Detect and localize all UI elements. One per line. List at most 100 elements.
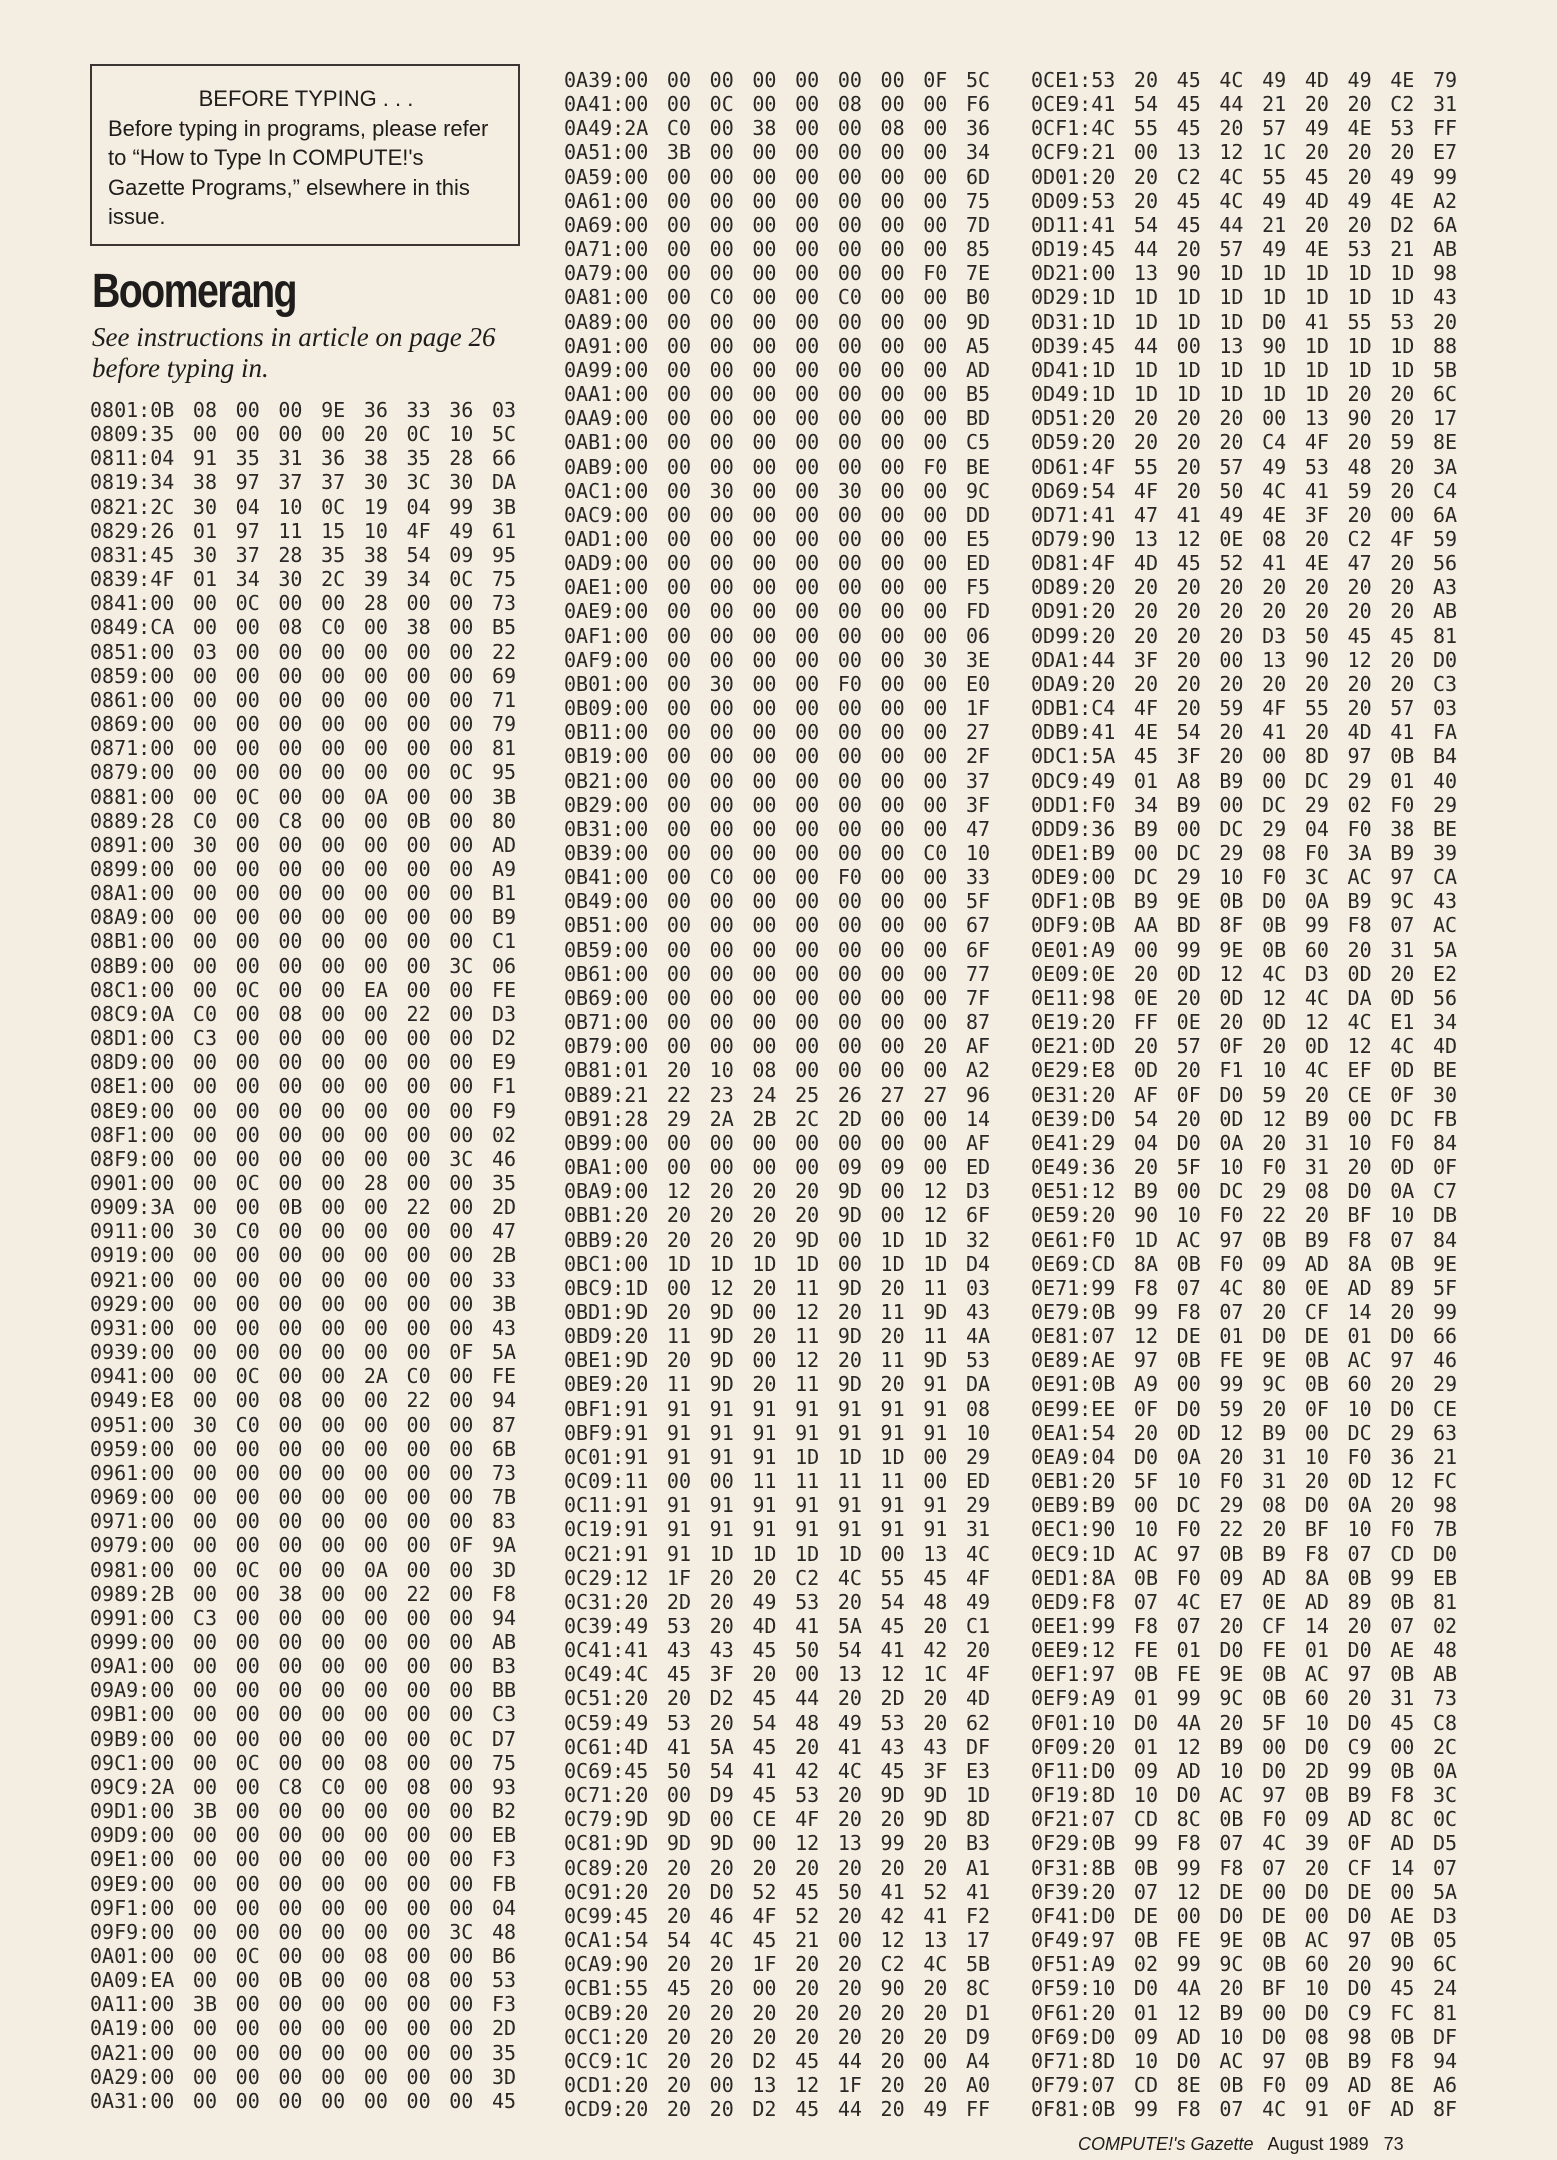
listing-line: 08A9:00 00 00 00 00 00 00 00 B9 [90,905,517,930]
listing-line: 0F39:20 07 12 DE 00 D0 DE 00 5A [1031,1879,1458,1904]
listing-line: 0F71:8D 10 D0 AC 97 0B B9 F8 94 [1031,2048,1458,2073]
listing-line: 0AA1:00 00 00 00 00 00 00 00 B5 [564,382,991,407]
listing-line: 0BE1:9D 20 9D 00 12 20 11 9D 53 [564,1348,991,1373]
listing-line: 0EE9:12 FE 01 D0 FE 01 D0 AE 48 [1031,1638,1458,1663]
listing-line: 0921:00 00 00 00 00 00 00 00 33 [90,1267,517,1292]
listing-line: 0EF1:97 0B FE 9E 0B AC 97 0B AB [1031,1662,1458,1687]
listing-line: 0B69:00 00 00 00 00 00 00 00 7F [564,985,991,1010]
listing-line: 0811:04 91 35 31 36 38 35 28 66 [90,446,517,471]
listing-line: 0939:00 00 00 00 00 00 00 0F 5A [90,1340,517,1365]
listing-line: 08B9:00 00 00 00 00 00 00 3C 06 [90,953,517,978]
listing-line: 0F81:0B 99 F8 07 4C 91 0F AD 8F [1031,2097,1458,2122]
listing-line: 0951:00 30 C0 00 00 00 00 00 87 [90,1412,517,1437]
listing-line: 0C71:20 00 D9 45 53 20 9D 9D 1D [564,1783,991,1808]
listing-line: 0EB1:20 5F 10 F0 31 20 0D 12 FC [1031,1469,1458,1494]
page-footer: COMPUTE!'s Gazette August 1989 73 [1078,2134,1404,2155]
listing-line: 0DB1:C4 4F 20 59 4F 55 20 57 03 [1031,696,1458,721]
listing-line: 0CB9:20 20 20 20 20 20 20 20 D1 [564,2000,991,2025]
listing-line: 09A1:00 00 00 00 00 00 00 00 B3 [90,1654,517,1679]
listing-line: 0A81:00 00 C0 00 00 C0 00 00 B0 [564,285,991,310]
listing-line: 0DC1:5A 45 3F 20 00 8D 97 0B B4 [1031,744,1458,769]
listing-line: 0AB1:00 00 00 00 00 00 00 00 C5 [564,430,991,455]
listing-line: 08F1:00 00 00 00 00 00 00 00 02 [90,1122,517,1147]
listing-line: 0C39:49 53 20 4D 41 5A 45 20 C1 [564,1614,991,1638]
listing-line: 0859:00 00 00 00 00 00 00 00 69 [90,663,517,688]
listing-line: 0D91:20 20 20 20 20 20 20 20 AB [1031,599,1458,624]
listing-line: 0BB1:20 20 20 20 20 9D 00 12 6F [564,1203,991,1228]
listing-line: 0C41:41 43 43 45 50 54 41 42 20 [564,1638,991,1663]
listing-line: 0809:35 00 00 00 00 20 0C 10 5C [90,422,517,447]
listing-line: 0AD9:00 00 00 00 00 00 00 00 ED [564,551,991,576]
listing-line: 0EC9:1D AC 97 0B B9 F8 07 CD D0 [1031,1541,1458,1566]
listing-line: 0E69:CD 8A 0B F0 09 AD 8A 0B 9E [1031,1251,1458,1276]
listing-line: 0E01:A9 00 99 9E 0B 60 20 31 5A [1031,937,1458,962]
listing-line: 0801:0B 08 00 00 9E 36 33 36 03 [90,398,517,422]
listing-line: 0C69:45 50 54 41 42 4C 45 3F E3 [564,1758,991,1783]
listing-column-1: 0801:0B 08 00 00 9E 36 33 36 03 0809:35 0… [90,398,516,2113]
listing-line: 0971:00 00 00 00 00 00 00 00 83 [90,1509,517,1534]
notice-heading: BEFORE TYPING . . . [198,86,414,111]
listing-line: 0C29:12 1F 20 20 C2 4C 55 45 4F [564,1565,991,1590]
listing-line: 0EE1:99 F8 07 20 CF 14 20 07 02 [1031,1614,1458,1638]
listing-line: 0F19:8D 10 D0 AC 97 0B B9 F8 3C [1031,1783,1458,1808]
listing-line: 0AA9:00 00 00 00 00 00 00 00 BD [564,406,991,431]
article-subtitle: See instructions in article on page 26 b… [92,322,496,383]
listing-line: 0C89:20 20 20 20 20 20 20 20 A1 [564,1855,991,1880]
listing-line: 0A91:00 00 00 00 00 00 00 00 A5 [564,333,991,358]
listing-line: 0A09:EA 00 00 0B 00 00 08 00 53 [90,1968,517,1993]
listing-line: 0B01:00 00 30 00 00 F0 00 00 E0 [564,671,991,696]
listing-line: 0C81:9D 9D 9D 00 12 13 99 20 B3 [564,1831,991,1856]
listing-line: 0EF9:A9 01 99 9C 0B 60 20 31 73 [1031,1686,1458,1711]
listing-line: 0C79:9D 9D 00 CE 4F 20 20 9D 8D [564,1807,991,1832]
listing-line: 0B41:00 00 C0 00 00 F0 00 00 33 [564,865,991,890]
listing-line: 08C9:0A C0 00 08 00 00 22 00 D3 [90,1001,517,1026]
listing-line: 0831:45 30 37 28 35 38 54 09 95 [90,542,517,567]
listing-line: 0F51:A9 02 99 9C 0B 60 20 90 6C [1031,1952,1458,1977]
listing-line: 0EB9:B9 00 DC 29 08 D0 0A 20 98 [1031,1493,1458,1518]
listing-line: 0D49:1D 1D 1D 1D 1D 1D 20 20 6C [1031,382,1458,407]
listing-line: 0D31:1D 1D 1D 1D D0 41 55 53 20 [1031,309,1458,334]
listing-line: 09E9:00 00 00 00 00 00 00 00 FB [90,1871,517,1896]
listing-line: 0881:00 00 0C 00 00 0A 00 00 3B [90,784,517,809]
listing-line: 0949:E8 00 00 08 00 00 22 00 94 [90,1388,517,1413]
issue-date: August 1989 [1267,2134,1369,2154]
listing-line: 09C9:2A 00 00 C8 C0 00 08 00 93 [90,1774,517,1799]
listing-line: 0E89:AE 97 0B FE 9E 0B AC 97 46 [1031,1348,1458,1373]
listing-line: 0D11:41 54 45 44 21 20 20 D2 6A [1031,212,1458,237]
listing-line: 0D99:20 20 20 20 D3 50 45 45 81 [1031,623,1458,648]
listing-line: 0E59:20 90 10 F0 22 20 BF 10 DB [1031,1203,1458,1228]
listing-line: 0D81:4F 4D 45 52 41 4E 47 20 56 [1031,551,1458,576]
listing-line: 0F31:8B 0B 99 F8 07 20 CF 14 07 [1031,1855,1458,1880]
listing-column-2: 0A39:00 00 00 00 00 00 00 0F 5C 0A41:00 0… [564,68,990,2121]
listing-line: 0941:00 00 0C 00 00 2A C0 00 FE [90,1364,517,1389]
listing-line: 0B21:00 00 00 00 00 00 00 00 37 [564,768,991,793]
listing-line: 08C1:00 00 0C 00 00 EA 00 00 FE [90,977,517,1002]
listing-line: 0B59:00 00 00 00 00 00 00 00 6F [564,937,991,962]
listing-line: 0F11:D0 09 AD 10 D0 2D 99 0B 0A [1031,1758,1458,1783]
listing-line: 0AE1:00 00 00 00 00 00 00 00 F5 [564,575,991,600]
listing-line: 08E1:00 00 00 00 00 00 00 00 F1 [90,1074,517,1099]
listing-line: 0C19:91 91 91 91 91 91 91 91 31 [564,1517,991,1542]
listing-line: 0E91:0B A9 00 99 9C 0B 60 20 29 [1031,1372,1458,1397]
listing-line: 0969:00 00 00 00 00 00 00 00 7B [90,1485,517,1510]
listing-line: 0DA1:44 3F 20 00 13 90 12 20 D0 [1031,647,1458,672]
listing-line: 0CD9:20 20 20 D2 45 44 20 49 FF [564,2097,991,2122]
listing-line: 0E79:0B 99 F8 07 20 CF 14 20 99 [1031,1299,1458,1324]
listing-line: 0A49:2A C0 00 38 00 00 08 00 36 [564,116,991,141]
listing-line: 0E31:20 AF 0F D0 59 20 CE 0F 30 [1031,1082,1458,1107]
listing-line: 0CF1:4C 55 45 20 57 49 4E 53 FF [1031,116,1458,141]
listing-line: 0F49:97 0B FE 9E 0B AC 97 0B 05 [1031,1928,1458,1953]
listing-line: 0CA1:54 54 4C 45 21 00 12 13 17 [564,1928,991,1953]
listing-line: 0A99:00 00 00 00 00 00 00 00 AD [564,357,991,382]
listing-line: 09C1:00 00 0C 00 00 08 00 00 75 [90,1750,517,1775]
listing-line: 08D9:00 00 00 00 00 00 00 00 E9 [90,1050,517,1075]
listing-line: 0F29:0B 99 F8 07 4C 39 0F AD D5 [1031,1831,1458,1856]
listing-line: 0C99:45 20 46 4F 52 20 42 41 F2 [564,1903,991,1928]
listing-line: 0B29:00 00 00 00 00 00 00 00 3F [564,792,991,817]
listing-line: 0BC1:00 1D 1D 1D 1D 00 1D 1D D4 [564,1251,991,1276]
listing-line: 0BD9:20 11 9D 20 11 9D 20 11 4A [564,1324,991,1349]
listing-line: 0F09:20 01 12 B9 00 D0 C9 00 2C [1031,1734,1458,1759]
listing-line: 0DF9:0B AA BD 8F 0B 99 F8 07 AC [1031,913,1458,938]
listing-line: 0AE9:00 00 00 00 00 00 00 00 FD [564,599,991,624]
listing-line: 0A39:00 00 00 00 00 00 00 0F 5C [564,68,991,92]
